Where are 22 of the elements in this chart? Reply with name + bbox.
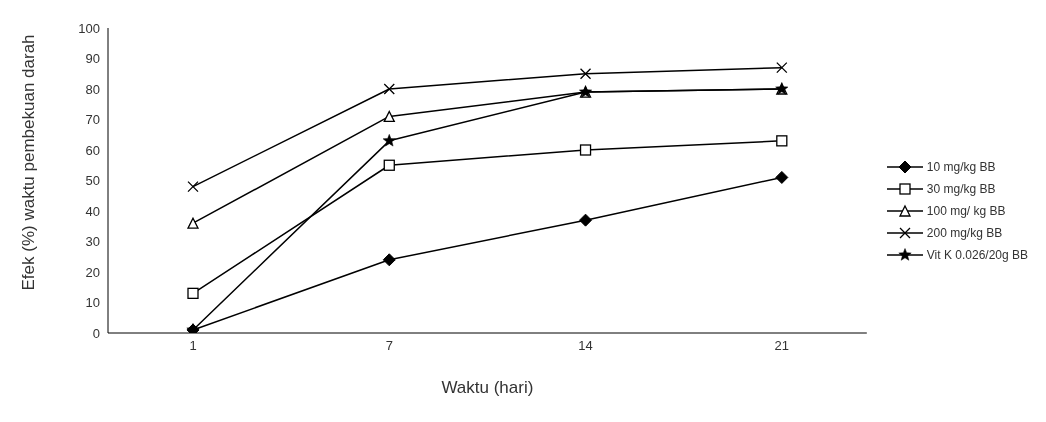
y-tick-label: 0	[92, 325, 100, 341]
legend-label: 200 mg/kg BB	[926, 225, 1003, 240]
y-tick-label: 80	[85, 81, 100, 97]
y-tick-label: 100	[78, 20, 100, 36]
y-tick-label: 30	[85, 234, 100, 250]
legend-label: Vit K 0.026/20g BB	[926, 247, 1028, 262]
legend-label: 100 mg/ kg BB	[926, 203, 1006, 218]
y-tick-label: 70	[85, 112, 100, 128]
x-tick-label: 7	[385, 338, 393, 354]
y-tick-label: 60	[85, 142, 100, 158]
x-axis-title: Waktu (hari)	[441, 378, 534, 397]
y-tick-label: 90	[85, 51, 100, 67]
y-tick-label: 50	[85, 173, 100, 189]
x-tick-label: 14	[578, 338, 593, 354]
y-tick-label: 40	[85, 203, 100, 219]
x-tick-label: 1	[189, 338, 197, 354]
legend-label: 30 mg/kg BB	[926, 181, 996, 196]
legend-label: 10 mg/kg BB	[926, 159, 996, 174]
y-tick-label: 10	[85, 295, 100, 311]
y-tick-label: 20	[85, 264, 100, 280]
x-tick-label: 21	[774, 338, 790, 354]
y-axis-title: Efek (%) waktu pembekuan darah	[19, 34, 39, 291]
